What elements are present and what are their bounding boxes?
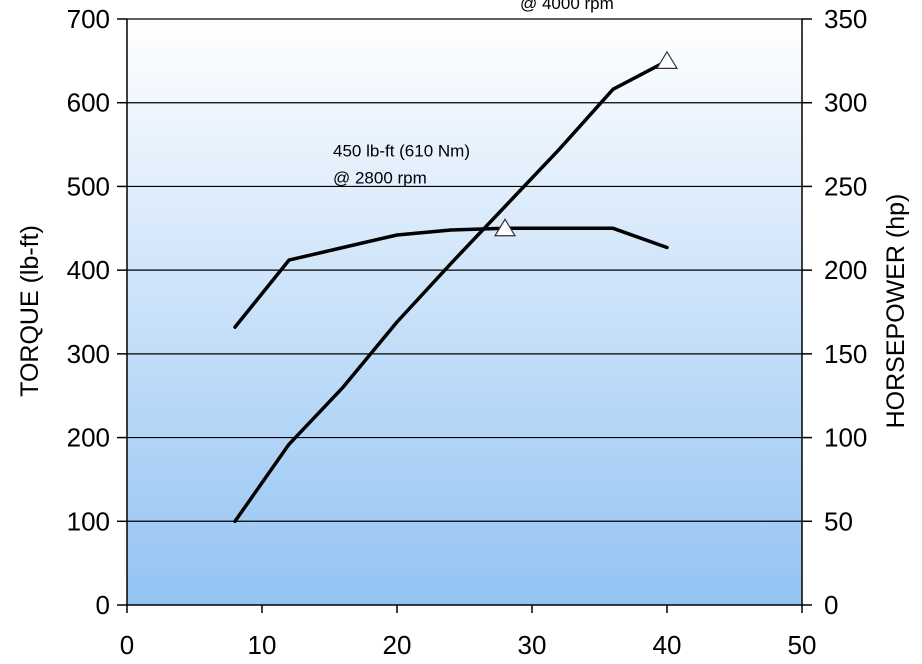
- plot-background: [127, 19, 802, 605]
- annotation-label: @ 4000 rpm: [520, 0, 614, 13]
- axes: [126, 19, 803, 606]
- tick-labels: 0100200300400500600700050100150200250300…: [67, 4, 868, 660]
- y-right-tick-label: 250: [824, 171, 867, 201]
- y-left-tick-label: 500: [67, 171, 110, 201]
- y-left-tick-label: 400: [67, 255, 110, 285]
- y-right-tick-label: 50: [824, 506, 853, 536]
- x-tick-label: 10: [248, 630, 277, 660]
- x-tick-label: 40: [653, 630, 682, 660]
- peak-marker-icon: [655, 50, 679, 69]
- y-right-tick-label: 0: [824, 590, 838, 620]
- y-right-tick-label: 200: [824, 255, 867, 285]
- y-axis-right-title: HORSEPOWER (hp): [882, 194, 910, 429]
- y-left-tick-label: 700: [67, 4, 110, 34]
- annotations: 450 lb-ft (610 Nm)@ 2800 rpm325 hp (242 …: [333, 0, 679, 237]
- annotation-label: 450 lb-ft (610 Nm): [333, 141, 470, 160]
- horsepower-line: [233, 59, 669, 524]
- annotation-label: @ 2800 rpm: [333, 168, 427, 187]
- x-tick-label: 0: [120, 630, 134, 660]
- y-left-tick-label: 200: [67, 423, 110, 453]
- gridlines: [127, 18, 802, 522]
- y-left-tick-label: 600: [67, 88, 110, 118]
- y-right-tick-label: 150: [824, 339, 867, 369]
- y-right-tick-label: 100: [824, 423, 867, 453]
- torque-line: [233, 226, 669, 329]
- y-left-tick-label: 0: [96, 590, 110, 620]
- y-right-tick-label: 350: [824, 4, 867, 34]
- y-left-tick-label: 100: [67, 506, 110, 536]
- x-tick-label: 30: [518, 630, 547, 660]
- y-right-tick-label: 300: [824, 88, 867, 118]
- peak-marker-icon: [493, 218, 517, 237]
- x-tick-label: 50: [788, 630, 817, 660]
- x-tick-label: 20: [383, 630, 412, 660]
- y-left-tick-label: 300: [67, 339, 110, 369]
- y-axis-left-title: TORQUE (lb-ft): [16, 225, 44, 397]
- series-lines: [233, 59, 669, 524]
